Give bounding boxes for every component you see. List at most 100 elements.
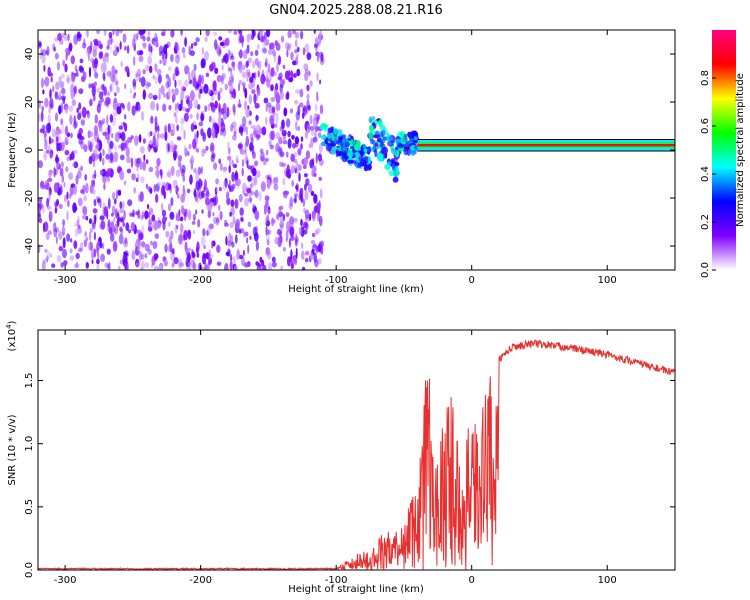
- noise-cell: [114, 198, 117, 205]
- noise-cell: [116, 106, 122, 115]
- noise-cell: [295, 89, 301, 94]
- noise-cell: [49, 97, 54, 108]
- noise-cell: [319, 104, 324, 115]
- noise-cell: [54, 52, 59, 60]
- noise-cell: [46, 149, 50, 154]
- noise-cell: [102, 55, 107, 63]
- noise-cell: [96, 30, 100, 35]
- noise-cell: [46, 255, 49, 262]
- noise-cell: [80, 140, 85, 150]
- noise-cell: [248, 82, 254, 90]
- turbulent-cell: [395, 167, 399, 173]
- noise-cell: [290, 51, 294, 61]
- noise-cell: [205, 72, 210, 78]
- noise-cell: [74, 227, 79, 237]
- noise-cell: [38, 41, 42, 48]
- noise-cell: [228, 51, 233, 56]
- turbulent-cell: [333, 128, 339, 136]
- noise-cell: [317, 258, 322, 265]
- noise-cell: [47, 230, 52, 236]
- noise-cell: [108, 153, 113, 164]
- noise-cell: [64, 47, 70, 54]
- noise-cell: [107, 219, 111, 228]
- noise-cell: [47, 66, 51, 77]
- noise-cell: [153, 266, 159, 270]
- noise-cell: [235, 169, 238, 180]
- noise-cell: [264, 61, 267, 67]
- y-tick-label: 0.0: [24, 562, 35, 578]
- noise-cell: [73, 120, 78, 128]
- noise-cell: [149, 187, 153, 194]
- noise-cell: [230, 199, 235, 208]
- noise-cell: [266, 250, 272, 260]
- noise-cell: [170, 54, 174, 63]
- noise-cell: [244, 149, 247, 156]
- noise-cell: [149, 65, 153, 74]
- noise-cell: [237, 251, 240, 258]
- noise-cell: [302, 47, 306, 56]
- noise-cell: [319, 79, 322, 85]
- noise-cell: [202, 132, 207, 142]
- noise-cell: [54, 37, 59, 42]
- y-tick-label: 1.0: [24, 436, 35, 452]
- noise-cell: [256, 170, 261, 179]
- noise-cell: [148, 92, 154, 99]
- noise-cell: [99, 198, 102, 209]
- noise-cell: [169, 144, 175, 153]
- noise-cell: [228, 76, 235, 83]
- noise-cell: [176, 46, 180, 52]
- noise-cell: [58, 230, 63, 240]
- noise-cell: [106, 53, 109, 63]
- noise-cell: [205, 145, 209, 151]
- turbulent-cell: [344, 141, 350, 148]
- noise-cell: [141, 211, 144, 219]
- noise-cell: [281, 129, 287, 137]
- noise-cell: [278, 136, 283, 145]
- noise-cell: [227, 248, 231, 257]
- noise-cell: [216, 244, 221, 253]
- noise-cell: [117, 211, 120, 217]
- noise-cell: [100, 253, 105, 262]
- noise-cell: [196, 112, 199, 121]
- noise-cell: [261, 47, 267, 52]
- noise-cell: [311, 244, 317, 252]
- noise-cell: [195, 37, 200, 43]
- noise-cell: [232, 215, 235, 224]
- noise-cell: [132, 38, 136, 48]
- noise-cell: [142, 138, 146, 144]
- noise-cell: [259, 60, 262, 71]
- noise-cell: [200, 166, 203, 175]
- noise-cell: [192, 263, 197, 270]
- noise-cell: [142, 160, 147, 171]
- noise-cell: [43, 222, 45, 233]
- noise-cell: [290, 235, 295, 241]
- noise-cell: [84, 174, 88, 181]
- noise-cell: [164, 124, 168, 134]
- noise-cell: [169, 242, 173, 253]
- noise-cell: [148, 140, 153, 145]
- noise-cell: [224, 177, 228, 188]
- turbulent-cell: [368, 131, 374, 140]
- noise-cell: [209, 102, 215, 108]
- noise-cell: [115, 30, 120, 37]
- noise-cell: [44, 248, 48, 253]
- noise-cell: [53, 221, 57, 227]
- noise-cell: [181, 106, 186, 111]
- noise-cell: [55, 156, 60, 163]
- noise-cell: [313, 30, 316, 35]
- noise-cell: [109, 114, 114, 123]
- turbulent-cell: [388, 170, 395, 177]
- noise-cell: [314, 103, 318, 112]
- noise-cell: [58, 105, 62, 115]
- noise-cell: [229, 179, 232, 187]
- noise-cell: [224, 262, 229, 270]
- noise-cell: [101, 168, 107, 177]
- noise-cell: [44, 76, 50, 87]
- noise-cell: [153, 131, 157, 137]
- noise-cell: [199, 85, 204, 94]
- noise-cell: [53, 46, 56, 52]
- noise-cell: [119, 226, 123, 232]
- noise-cell: [102, 148, 105, 156]
- noise-cell: [205, 187, 209, 197]
